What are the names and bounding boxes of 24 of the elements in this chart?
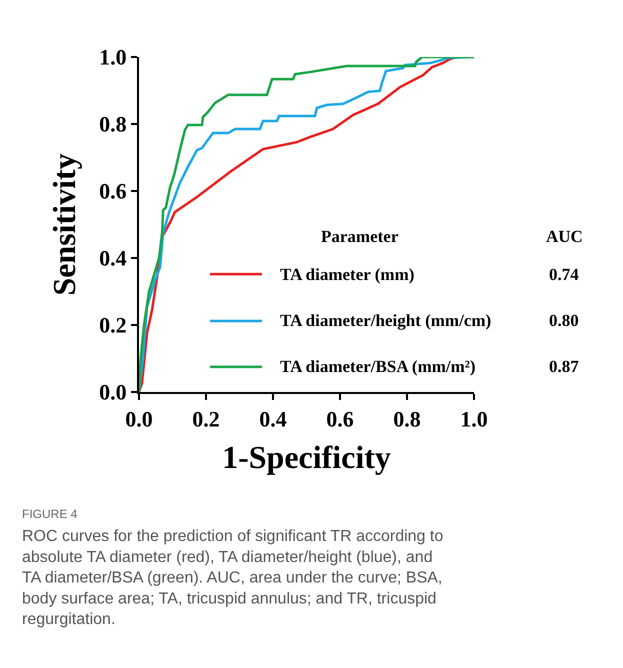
legend-label: TA diameter/BSA (mm/m²) (280, 357, 476, 376)
legend-label: TA diameter/height (mm/cm) (280, 311, 492, 330)
y-tick-label: 0.6 (99, 178, 127, 204)
x-tick-label: 1.0 (460, 406, 488, 432)
x-tick-label: 0.6 (326, 406, 354, 432)
x-tick-label: 0.8 (393, 406, 421, 432)
legend-label: TA diameter (mm) (280, 265, 414, 284)
text: 0.74 (549, 265, 580, 284)
text: AUC (546, 227, 583, 246)
y-tick-label: 0.8 (99, 112, 127, 137)
caption: FIGURE 4 (22, 507, 78, 521)
x-tick-label: 0.4 (259, 406, 287, 432)
y-axis-title: Sensitivity (46, 153, 82, 296)
x-axis-title: 1-Specificity (222, 438, 391, 475)
y-tick-label: 0.0 (99, 380, 127, 405)
y-tick-label: 1.0 (99, 44, 127, 70)
x-tick-label: 0.2 (192, 406, 220, 432)
text: 0.80 (549, 311, 579, 330)
text: ROC curves for the prediction of significant TR according to absolute TA diameter (red), TA diameter/height (blue), and TA diameter/BSA (green). AUC, area under the curve; BSA, body surface area; TA, tricuspid annulus; and TR, tricuspid regurgitation. (22, 528, 444, 628)
y-tick-label: 0.4 (99, 246, 127, 271)
y-tick-label: 0.2 (99, 312, 127, 338)
x-tick-label: 0.0 (125, 406, 153, 432)
text: 0.87 (549, 357, 580, 376)
legend-title: Parameter (321, 227, 399, 246)
